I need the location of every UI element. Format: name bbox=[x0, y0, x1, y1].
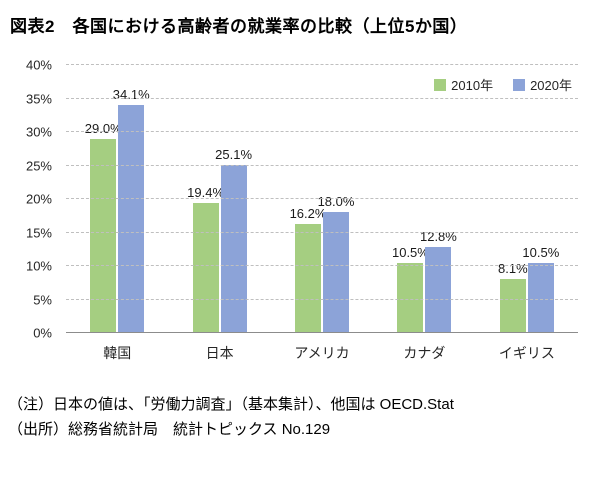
y-tick-label: 15% bbox=[25, 225, 52, 240]
y-axis: 0% 5% 10% 15% 20% 25% 30% 35% 40% bbox=[10, 45, 58, 377]
bar bbox=[295, 224, 322, 333]
gridline bbox=[66, 131, 578, 132]
bar-value-label: 10.5% bbox=[522, 244, 560, 260]
bar-column: 16.2% bbox=[290, 65, 326, 333]
bar bbox=[499, 278, 526, 333]
legend-item: 2020年 bbox=[513, 75, 572, 94]
y-tick-label: 40% bbox=[25, 57, 52, 73]
category-label: イギリス bbox=[498, 345, 555, 361]
legend-swatch bbox=[513, 78, 526, 91]
gridline bbox=[66, 231, 578, 233]
legend-label: 2010年 bbox=[451, 78, 494, 93]
bar-value-label: 25.1% bbox=[215, 146, 253, 162]
bar-column: 34.1% bbox=[113, 65, 150, 333]
bar bbox=[192, 203, 219, 333]
bar-column: 18.0% bbox=[318, 65, 354, 333]
y-tick-label: 35% bbox=[25, 91, 52, 106]
plot-area: 29.0% 34.1% 19.4% 25.1% 16.2% 18.0% 10.5% 12.8%… bbox=[66, 64, 578, 333]
legend-item: 2010年 bbox=[434, 75, 493, 94]
gridline bbox=[66, 298, 578, 300]
y-tick-label: 25% bbox=[25, 158, 52, 173]
gridline bbox=[66, 164, 578, 166]
gridline bbox=[66, 265, 578, 266]
y-tick-label: 5% bbox=[33, 292, 52, 307]
bar-value-label: 16.2% bbox=[289, 206, 327, 222]
category-label: 日本 bbox=[205, 345, 234, 361]
y-tick-label: 0% bbox=[33, 325, 52, 341]
bar bbox=[527, 262, 554, 333]
y-tick-label: 30% bbox=[25, 124, 52, 140]
gridline bbox=[66, 332, 578, 333]
bar bbox=[323, 212, 350, 333]
bar-value-label: 29.0% bbox=[84, 120, 122, 136]
x-axis: 韓国 日本 アメリカ カナダ イギリス bbox=[66, 343, 578, 363]
bar-group: 10.5% 12.8% bbox=[373, 65, 475, 333]
bar bbox=[118, 104, 145, 333]
bar-group: 19.4% 25.1% bbox=[168, 65, 270, 333]
bar-value-label: 18.0% bbox=[317, 194, 355, 210]
y-tick-label: 20% bbox=[25, 191, 52, 207]
legend-swatch bbox=[434, 78, 447, 91]
bar-value-label: 34.1% bbox=[112, 86, 150, 102]
bar-column: 12.8% bbox=[420, 65, 457, 333]
gridline bbox=[66, 198, 578, 199]
bar-chart: 0% 5% 10% 15% 20% 25% 30% 35% 40% 29.0% 34.1% 19.4… bbox=[10, 45, 590, 377]
bar-group: 29.0% 34.1% bbox=[66, 65, 168, 333]
bar-column: 8.1% bbox=[498, 65, 528, 333]
bar bbox=[425, 247, 452, 333]
note-source-2: （出所）総務省統計局 統計トピックス No.129 bbox=[8, 420, 331, 438]
chart-legend: 2010年 2020年 bbox=[434, 75, 572, 94]
gridline bbox=[66, 64, 578, 65]
bar-column: 10.5% bbox=[392, 65, 429, 333]
category-label: 韓国 bbox=[103, 345, 132, 361]
bar bbox=[90, 138, 117, 333]
gridline bbox=[66, 97, 578, 99]
bar-column: 25.1% bbox=[215, 65, 252, 333]
bar-column: 29.0% bbox=[85, 65, 122, 333]
y-tick-label: 10% bbox=[25, 258, 52, 274]
note-source-1: （注）日本の値は、「労働力調査」（基本集計）、他国は OECD.Stat bbox=[8, 396, 454, 413]
bar-group: 8.1% 10.5% bbox=[476, 65, 578, 333]
bar-column: 19.4% bbox=[187, 65, 224, 333]
bar-groups: 29.0% 34.1% 19.4% 25.1% 16.2% 18.0% 10.5% 12.8%… bbox=[66, 65, 578, 333]
category-label: カナダ bbox=[403, 345, 446, 361]
bar-column: 10.5% bbox=[522, 65, 559, 333]
bar-group: 16.2% 18.0% bbox=[271, 65, 373, 333]
bar-value-label: 12.8% bbox=[419, 229, 457, 245]
bar bbox=[397, 262, 424, 333]
legend-label: 2020年 bbox=[530, 78, 572, 93]
bar-value-label: 10.5% bbox=[391, 244, 429, 260]
category-label: アメリカ bbox=[294, 345, 350, 361]
page-title: 図表2 各国における高齢者の就業率の比較（上位5か国） bbox=[10, 17, 468, 36]
bar-value-label: 8.1% bbox=[498, 260, 528, 276]
chart-notes: （注）日本の値は、「労働力調査」（基本集計）、他国は OECD.Stat （出所… bbox=[8, 393, 592, 443]
bar-value-label: 19.4% bbox=[187, 185, 225, 201]
bar bbox=[220, 164, 247, 333]
